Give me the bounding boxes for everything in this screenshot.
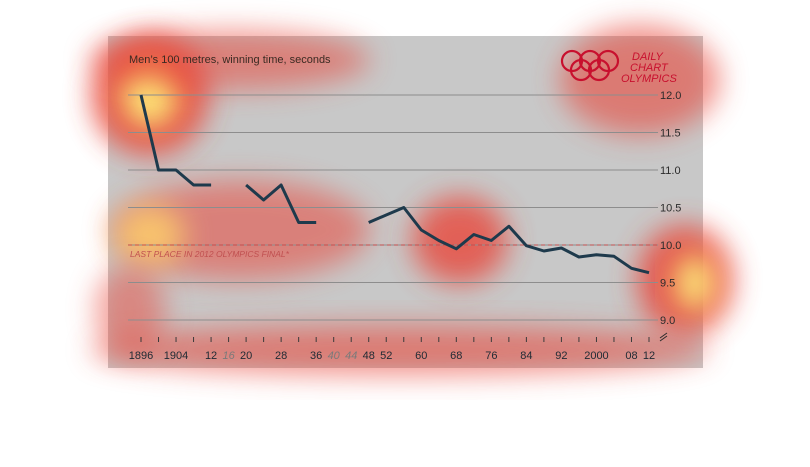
x-tick-label: 40	[328, 350, 341, 362]
chart-subtitle: Men’s 100 metres, winning time, seconds	[129, 54, 331, 66]
logo-line-3: OLYMPICS	[621, 73, 678, 85]
x-tick-label: 16	[222, 350, 235, 362]
y-axis: 12.0 11.5 11.0 10.5 10.0 9.5 9.0	[660, 90, 681, 327]
x-tick-label: 60	[415, 350, 427, 362]
x-tick-label: 48	[363, 350, 375, 362]
x-tick-label: 44	[345, 350, 357, 362]
y-tick-label: 11.5	[660, 128, 681, 140]
heat-blob	[95, 265, 165, 355]
y-tick-label: 9.5	[660, 278, 675, 290]
y-tick-label: 10.5	[660, 203, 681, 215]
series-line	[139, 94, 212, 187]
logo-line-2: CHART	[630, 62, 669, 74]
x-tick-label: 12	[643, 350, 655, 362]
y-tick-label: 12.0	[660, 90, 681, 102]
olympic-rings-icon	[560, 49, 620, 82]
x-tick-label: 08	[625, 350, 637, 362]
x-tick-label: 1896	[129, 350, 153, 362]
x-tick-label: 20	[240, 350, 252, 362]
logo-line-1: DAILY	[632, 51, 663, 63]
axis-break-icon	[659, 332, 668, 342]
y-tick-label: 9.0	[660, 315, 675, 327]
olympics-logo: DAILY CHART OLYMPICS	[560, 49, 678, 85]
y-tick-label: 11.0	[660, 165, 681, 177]
heat-blob	[90, 325, 710, 375]
x-tick-label: 2000	[584, 350, 608, 362]
series-line	[368, 206, 650, 275]
x-tick-label: 12	[205, 350, 217, 362]
heat-blob	[115, 205, 185, 265]
y-tick-label: 10.0	[660, 240, 681, 252]
x-tick-label: 36	[310, 350, 322, 362]
heat-blob	[90, 30, 370, 90]
heatmap-overlay	[90, 25, 733, 375]
x-tick-label: 1904	[164, 350, 188, 362]
reference-label: LAST PLACE IN 2012 OLYMPICS FINAL*	[130, 249, 290, 259]
x-tick-label: 52	[380, 350, 392, 362]
heat-blob	[560, 25, 720, 135]
x-tick-label: 92	[555, 350, 567, 362]
heat-blob	[675, 255, 715, 311]
x-tick-label: 28	[275, 350, 287, 362]
x-tick-label: 68	[450, 350, 462, 362]
x-tick-label: 76	[485, 350, 497, 362]
heat-blob	[412, 196, 508, 284]
series	[139, 94, 650, 275]
x-tick-label: 84	[520, 350, 532, 362]
x-axis: 1896 1904 12 16 20 28 36 40 44 48 52 60 68 76 84 92 2000…	[129, 337, 655, 362]
series-line	[245, 183, 317, 224]
